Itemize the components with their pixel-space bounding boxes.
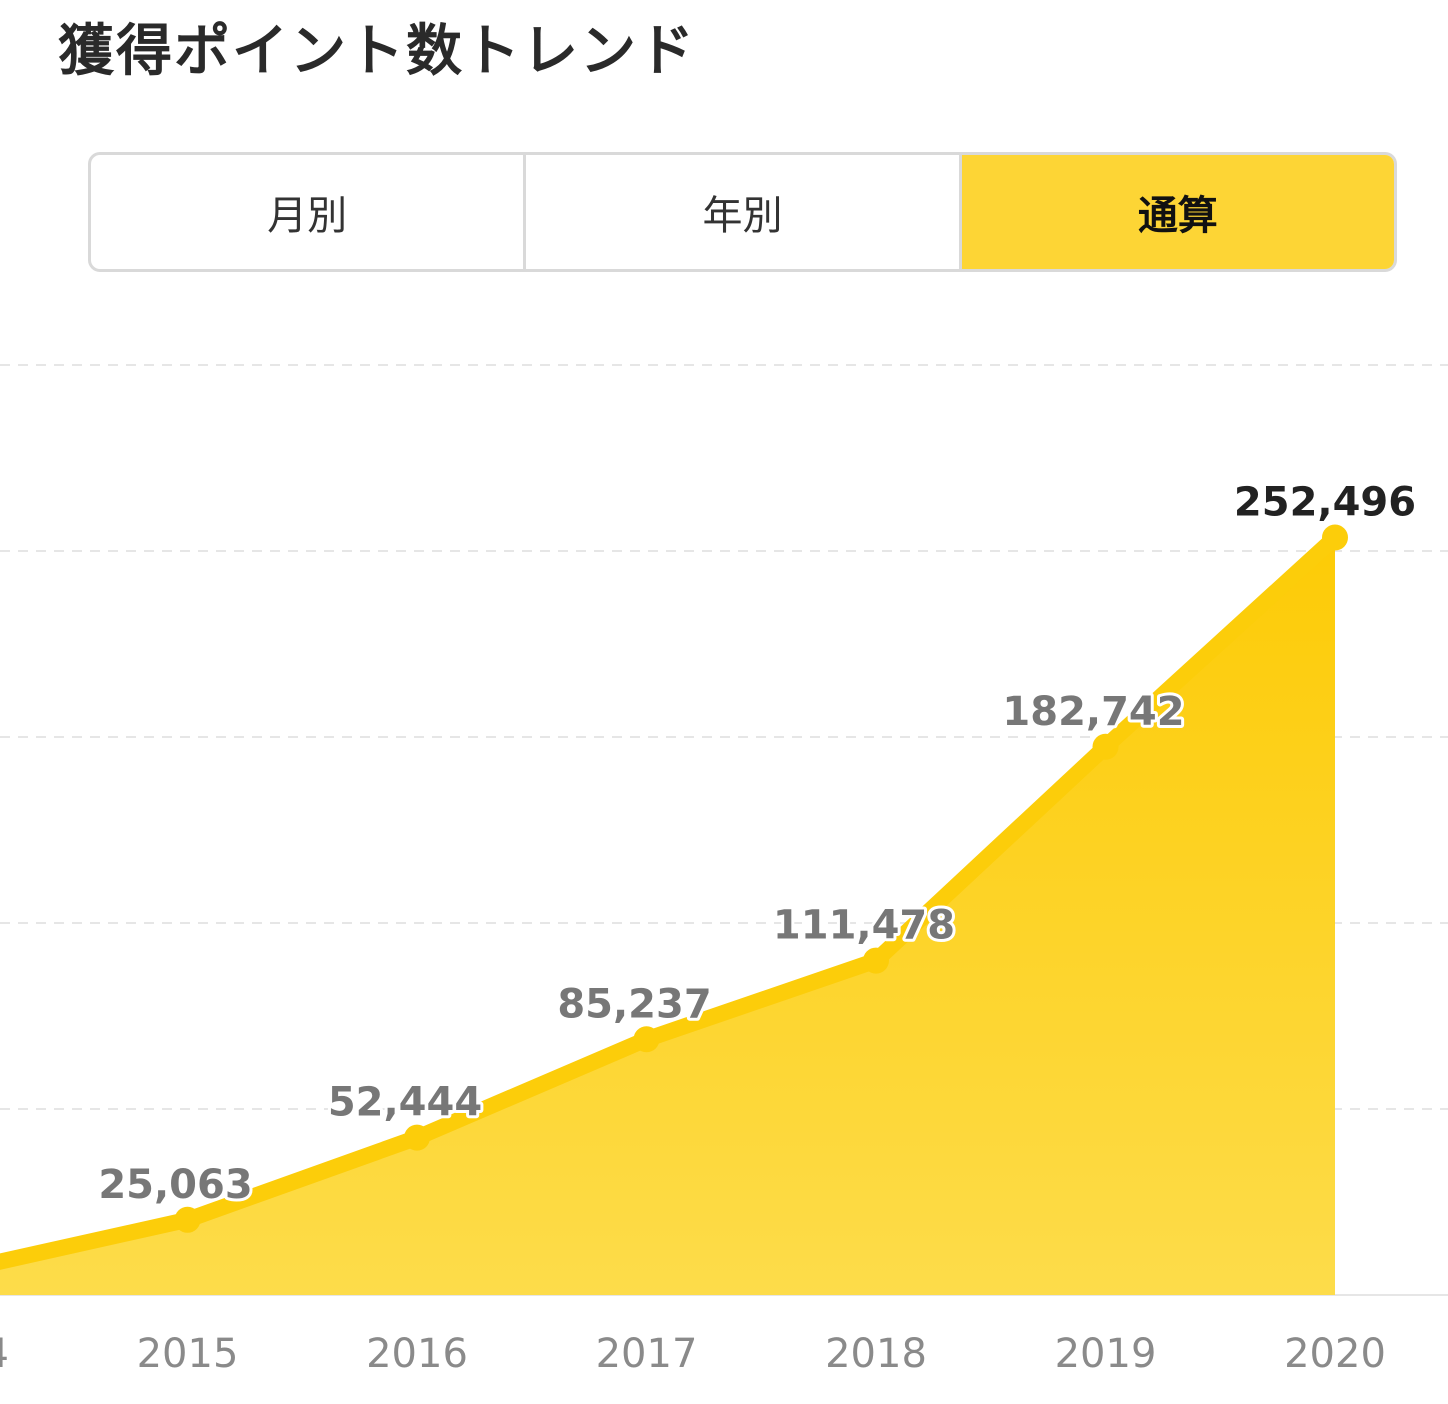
x-tick-label: 2016 <box>366 1331 468 1377</box>
data-label: 85,237 <box>557 981 711 1027</box>
x-tick-label: 2014 <box>0 1331 9 1377</box>
data-label: 182,742 <box>1002 689 1184 735</box>
data-point <box>174 1206 201 1233</box>
data-label: 52,444 <box>328 1080 482 1126</box>
data-label: 111,478 <box>773 903 955 949</box>
data-point <box>404 1124 430 1151</box>
data-point <box>1092 733 1119 760</box>
data-label: 25,063 <box>98 1162 252 1208</box>
x-tick-label: 2020 <box>1284 1331 1386 1377</box>
x-tick-label: 2017 <box>596 1331 698 1377</box>
tab-monthly[interactable]: 月別 <box>91 155 527 269</box>
area-fill <box>0 537 1335 1295</box>
x-tick-label: 2018 <box>825 1331 927 1377</box>
data-points <box>174 524 1348 1233</box>
period-segmented-control: 月別 年別 通算 <box>88 152 1397 272</box>
data-point <box>633 1026 660 1053</box>
x-tick-label: 2015 <box>137 1331 239 1377</box>
data-point <box>863 947 889 974</box>
tab-yearly[interactable]: 年別 <box>526 155 962 269</box>
x-axis: 2014 2015 2016 2017 2018 2019 2020 <box>0 1331 1386 1377</box>
x-tick-label: 2019 <box>1055 1331 1157 1377</box>
data-point <box>1322 524 1348 551</box>
data-label: 252,496 <box>1234 480 1416 526</box>
tab-cumulative[interactable]: 通算 <box>961 155 1394 269</box>
points-trend-chart: 425,06352,44485,237111,478182,742252,496… <box>0 364 1448 1377</box>
page-title: 獲得ポイント数トレンド <box>58 19 696 84</box>
